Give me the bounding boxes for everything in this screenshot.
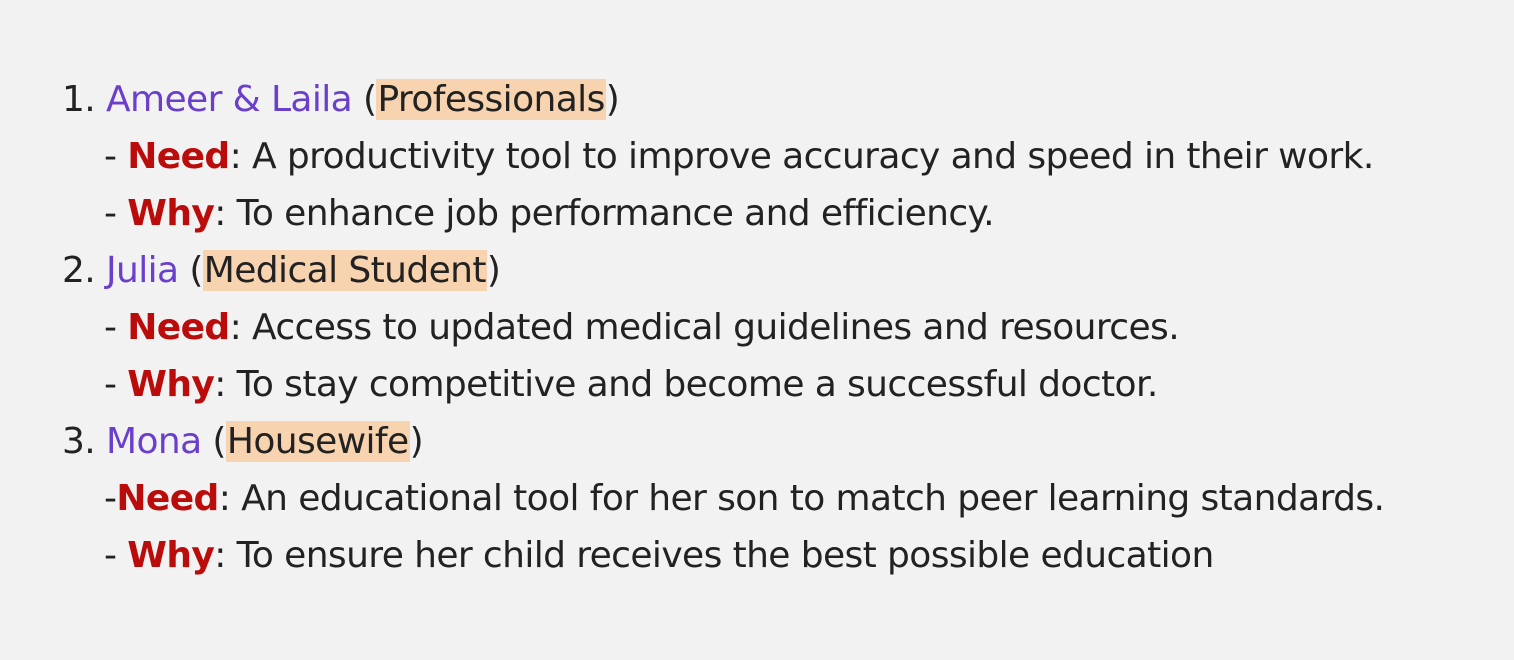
- why-label: Why: [127, 193, 215, 234]
- persona-number: 1.: [62, 79, 96, 120]
- persona-role: Professionals: [376, 79, 606, 120]
- why-text: : To stay competitive and become a succe…: [214, 364, 1158, 405]
- persona-number: 2.: [62, 250, 96, 291]
- persona-need: -Need: An educational tool for her son t…: [62, 470, 1385, 527]
- need-text: : Access to updated medical guidelines a…: [229, 307, 1180, 348]
- need-label: Need: [116, 478, 219, 519]
- why-text: : To enhance job performance and efficie…: [214, 193, 994, 234]
- persona-role: Housewife: [225, 421, 410, 462]
- why-label: Why: [127, 364, 215, 405]
- persona-list: 1. Ameer & Laila (Professionals) - Need:…: [62, 71, 1385, 584]
- persona-header: 1. Ameer & Laila (Professionals): [62, 79, 620, 120]
- bullet-dash: -: [104, 307, 128, 348]
- bullet-dash: -: [104, 478, 117, 519]
- need-text: : A productivity tool to improve accurac…: [229, 136, 1375, 177]
- why-text: : To ensure her child receives the best …: [214, 535, 1214, 576]
- persona-why: - Why: To stay competitive and become a …: [62, 356, 1384, 413]
- need-label: Need: [127, 307, 230, 348]
- persona-need: - Need: Access to updated medical guidel…: [62, 299, 1384, 356]
- persona-name: Julia: [106, 250, 179, 291]
- persona-why: - Why: To ensure her child receives the …: [62, 527, 1384, 584]
- persona-why: - Why: To enhance job performance and ef…: [62, 185, 1384, 242]
- persona-name: Mona: [106, 421, 202, 462]
- persona-number: 3.: [62, 421, 96, 462]
- bullet-dash: -: [104, 136, 128, 177]
- persona-need: - Need: A productivity tool to improve a…: [62, 128, 1384, 185]
- persona-header: 3. Mona (Housewife): [62, 421, 424, 462]
- persona-name: Ameer & Laila: [106, 79, 353, 120]
- need-label: Need: [127, 136, 230, 177]
- persona-role: Medical Student: [202, 250, 487, 291]
- bullet-dash: -: [104, 364, 128, 405]
- persona-header: 2. Julia (Medical Student): [62, 250, 501, 291]
- bullet-dash: -: [104, 535, 128, 576]
- bullet-dash: -: [104, 193, 128, 234]
- why-label: Why: [127, 535, 215, 576]
- need-text: : An educational tool for her son to mat…: [218, 478, 1385, 519]
